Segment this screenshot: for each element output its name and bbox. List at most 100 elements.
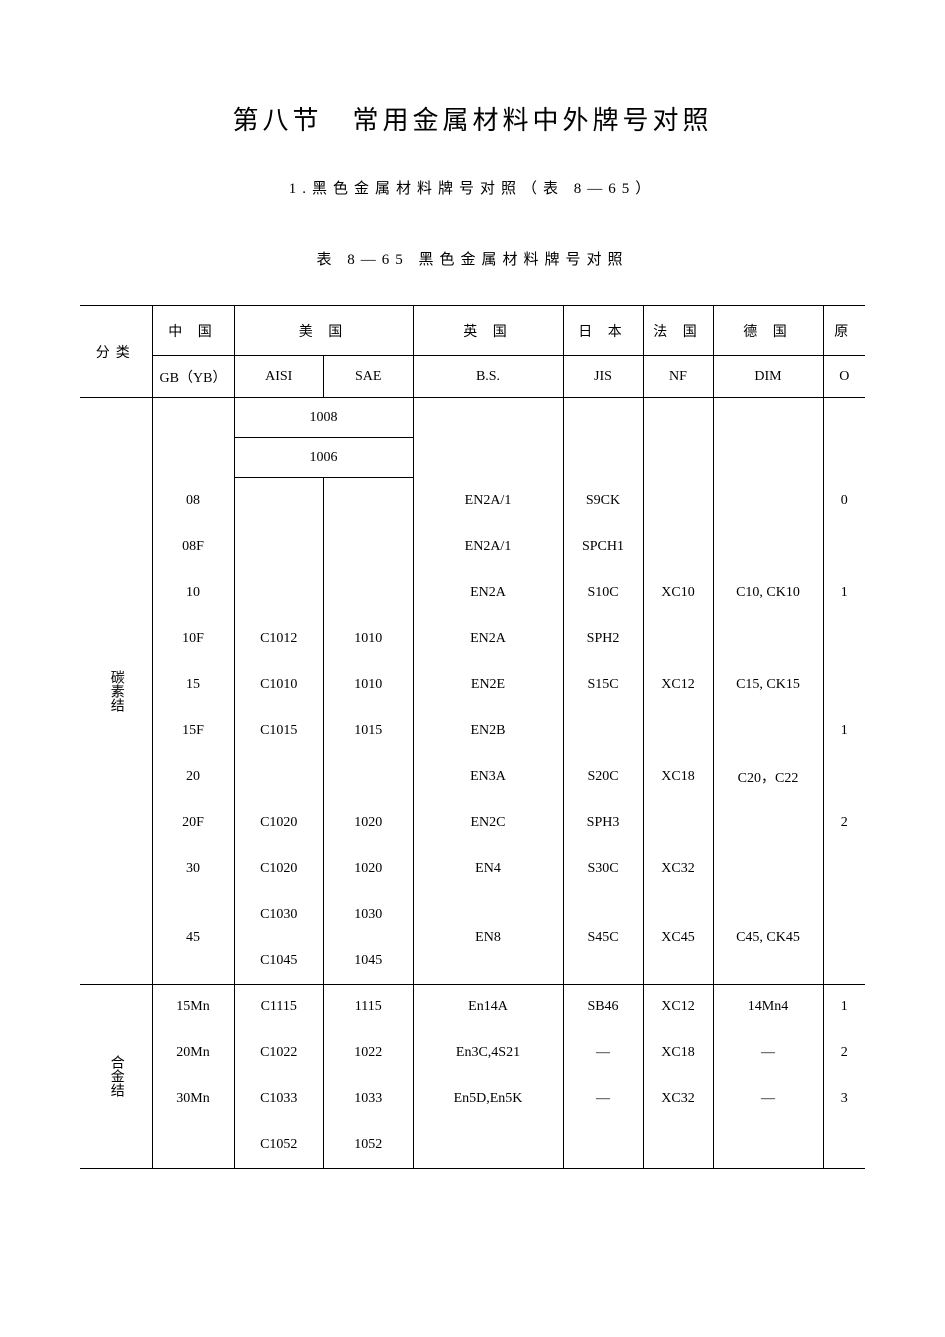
jis-r6 (563, 708, 643, 754)
nf-r2 (643, 524, 713, 570)
ost-r5 (823, 662, 865, 708)
hdr-fr: 法 国 (643, 306, 713, 356)
aisi-r5: C1010 (234, 662, 324, 708)
gb-a4 (152, 1122, 234, 1168)
bs-r7: EN3A (413, 754, 563, 800)
ost-r1: 0 (823, 478, 865, 524)
jis-r9: S30C (563, 846, 643, 892)
hdr-aisi: AISI (234, 356, 324, 398)
nf-a1: XC12 (643, 984, 713, 1030)
hdr-nf: NF (643, 356, 713, 398)
sae-r8: 1020 (324, 800, 414, 846)
ost-r10 (823, 892, 865, 985)
sae-r5: 1010 (324, 662, 414, 708)
hdr-de: 德 国 (713, 306, 823, 356)
merged-1008: 1008 (234, 398, 413, 438)
sae-r10-wrap: 1030 1045 (324, 892, 414, 985)
sae-r10: 1030 (324, 892, 413, 938)
gb-r0 (152, 398, 234, 478)
jis-a3: — (563, 1076, 643, 1122)
comparison-table: 分类 中 国 美 国 英 国 日 本 法 国 德 国 原 GB（YB） AISI… (80, 305, 865, 1169)
jis-r5: S15C (563, 662, 643, 708)
hdr-ost: O (823, 356, 865, 398)
jis-r0 (563, 398, 643, 478)
hdr-category: 分类 (80, 306, 152, 398)
ost-r8: 2 (823, 800, 865, 846)
nf-r5: XC12 (643, 662, 713, 708)
dim-a3: — (713, 1076, 823, 1122)
aisi-r7 (234, 754, 324, 800)
jis-a4 (563, 1122, 643, 1168)
dim-r9 (713, 846, 823, 892)
nf-a4 (643, 1122, 713, 1168)
sae-r6: 1015 (324, 708, 414, 754)
gb-a3: 30Mn (152, 1076, 234, 1122)
aisi-r8: C1020 (234, 800, 324, 846)
cat-alloy: 合金结 (80, 984, 152, 1168)
dim-r1 (713, 478, 823, 524)
ost-r2 (823, 524, 865, 570)
gb-r1: 08 (152, 478, 234, 524)
sae-r4: 1010 (324, 616, 414, 662)
aisi-r1 (234, 478, 324, 616)
hdr-bs: B.S. (413, 356, 563, 398)
aisi-a1: C1115 (234, 984, 324, 1030)
dim-r10: C45, CK45 (713, 892, 823, 985)
aisi-a3: C1033 (234, 1076, 324, 1122)
gb-r2: 08F (152, 524, 234, 570)
dim-r0 (713, 398, 823, 478)
sae-a3: 1033 (324, 1076, 414, 1122)
aisi-a2: C1022 (234, 1030, 324, 1076)
aisi-r11: C1045 (235, 938, 324, 984)
ost-r7 (823, 754, 865, 800)
hdr-jis: JIS (563, 356, 643, 398)
gb-r6: 15F (152, 708, 234, 754)
jis-r4: SPH2 (563, 616, 643, 662)
dim-r8 (713, 800, 823, 846)
gb-r8: 20F (152, 800, 234, 846)
nf-a2: XC18 (643, 1030, 713, 1076)
nf-r8 (643, 800, 713, 846)
dim-r2 (713, 524, 823, 570)
nf-r0 (643, 398, 713, 478)
section-subtitle: 1.黑色金属材料牌号对照（表 8—65） (80, 177, 865, 198)
gb-r4: 10F (152, 616, 234, 662)
bs-r9: EN4 (413, 846, 563, 892)
hdr-sae: SAE (324, 356, 414, 398)
nf-r7: XC18 (643, 754, 713, 800)
bs-r10: EN8 (413, 892, 563, 985)
nf-r1 (643, 478, 713, 524)
ost-a3: 3 (823, 1076, 865, 1122)
table-caption: 表 8—65 黑色金属材料牌号对照 (80, 248, 865, 269)
aisi-a4: C1052 (234, 1122, 324, 1168)
jis-r3: S10C (563, 570, 643, 616)
nf-r9: XC32 (643, 846, 713, 892)
gb-r9: 30 (152, 846, 234, 892)
sae-r11: 1045 (324, 938, 413, 984)
bs-r3: EN2A (413, 570, 563, 616)
sae-r7 (324, 754, 414, 800)
dim-a2: — (713, 1030, 823, 1076)
gb-r5: 15 (152, 662, 234, 708)
bs-r5: EN2E (413, 662, 563, 708)
gb-a1: 15Mn (152, 984, 234, 1030)
ost-a2: 2 (823, 1030, 865, 1076)
jis-r2: SPCH1 (563, 524, 643, 570)
dim-a4 (713, 1122, 823, 1168)
bs-r8: EN2C (413, 800, 563, 846)
ost-r4 (823, 616, 865, 662)
hdr-ussr: 原 (823, 306, 865, 356)
hdr-dim: DIM (713, 356, 823, 398)
nf-r4 (643, 616, 713, 662)
dim-r5: C15, CK15 (713, 662, 823, 708)
sae-a2: 1022 (324, 1030, 414, 1076)
sae-a1: 1115 (324, 984, 414, 1030)
bs-r4: EN2A (413, 616, 563, 662)
jis-r1: S9CK (563, 478, 643, 524)
bs-r0 (413, 398, 563, 478)
dim-r3: C10, CK10 (713, 570, 823, 616)
nf-r6 (643, 708, 713, 754)
bs-a3: En5D,En5K (413, 1076, 563, 1122)
gb-a2: 20Mn (152, 1030, 234, 1076)
bs-a1: En14A (413, 984, 563, 1030)
